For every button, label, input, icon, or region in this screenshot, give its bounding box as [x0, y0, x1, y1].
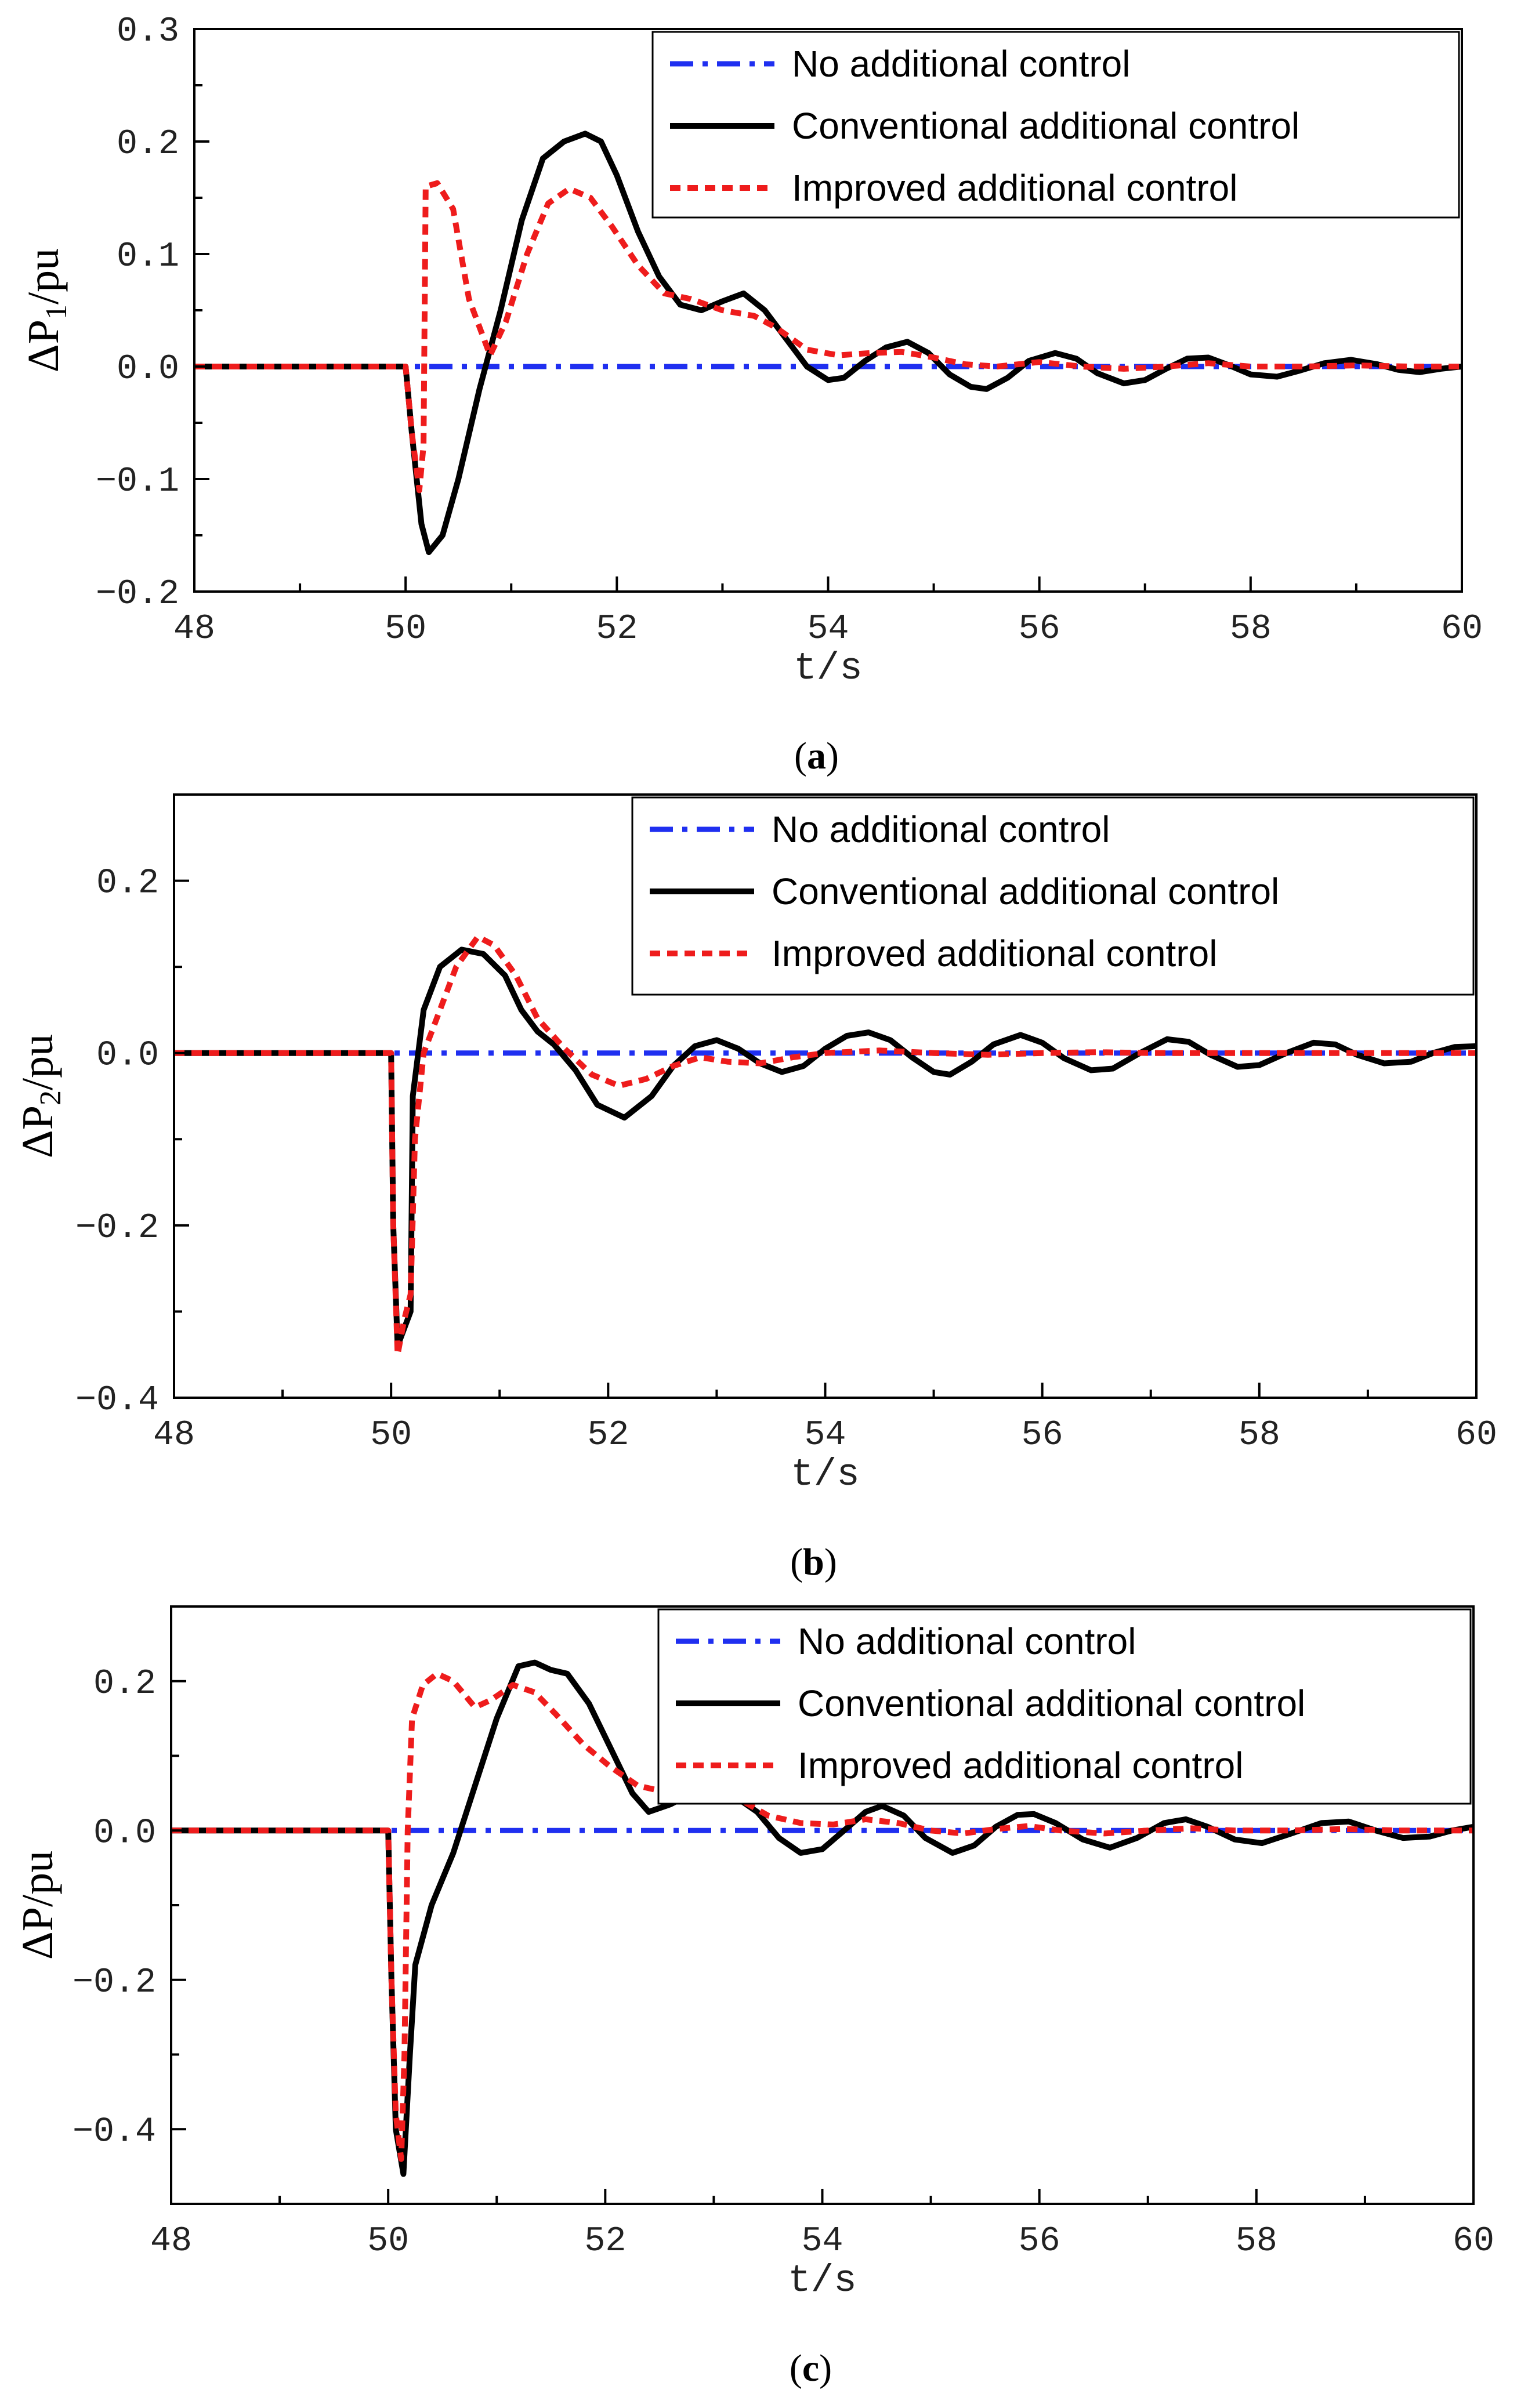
panel-caption: (a) [794, 735, 839, 777]
legend: No additional control Conventional additi… [657, 1608, 1472, 1805]
caption-open: ( [790, 2347, 802, 2389]
y-tick-label: 0.2 [117, 125, 179, 164]
x-tick-label: 56 [1022, 1416, 1063, 1455]
legend-box [657, 1608, 1472, 1805]
y-tick-label: −0.4 [73, 2112, 156, 2152]
y-tick-label: 0.0 [117, 350, 179, 389]
legend-box [651, 31, 1460, 219]
series-line-conventional-additional-control [194, 130, 1462, 556]
y-axis-title-unit: /pu [19, 248, 68, 304]
legend-entry-label: No additional control [798, 1620, 1136, 1662]
x-tick-label: 52 [587, 1416, 629, 1455]
legend-entry-label: Improved additional control [798, 1745, 1243, 1786]
x-axis-title: t/s [794, 647, 863, 690]
caption-close: ) [824, 1541, 837, 1583]
legend: No additional control Conventional additi… [651, 31, 1460, 219]
panel-caption: (c) [790, 2347, 832, 2389]
legend-entry-label: Conventional additional control [792, 105, 1299, 147]
y-tick-label: 0.3 [117, 12, 179, 52]
y-tick-label: −0.4 [75, 1381, 159, 1420]
y-tick-label: 0.2 [96, 864, 159, 904]
y-tick-label: −0.1 [96, 462, 179, 502]
caption-close: ) [826, 735, 839, 777]
x-tick-label: 60 [1441, 610, 1483, 649]
x-tick-label: 50 [370, 1416, 412, 1455]
legend-box [631, 796, 1475, 996]
y-axis-title-unit: /pu [13, 1034, 62, 1090]
x-tick-label: 54 [804, 1416, 846, 1455]
x-tick-label: 58 [1236, 2222, 1277, 2261]
series-line-improved-additional-control [194, 180, 1462, 494]
y-axis-title-base: ΔP [13, 1105, 62, 1158]
x-tick-label: 56 [1019, 610, 1060, 649]
x-tick-label: 48 [153, 1416, 195, 1455]
x-tick-label: 52 [584, 2222, 626, 2261]
panel-caption: (b) [790, 1541, 837, 1583]
y-axis-title: ΔP2/pu [13, 1034, 67, 1158]
legend-entry-label: Improved additional control [792, 167, 1237, 209]
caption-close: ) [819, 2347, 832, 2389]
x-tick-label: 48 [173, 610, 215, 649]
x-tick-label: 48 [150, 2222, 192, 2261]
series-line-conventional-additional-control [174, 946, 1476, 1349]
x-tick-label: 50 [367, 2222, 409, 2261]
y-tick-label: 0.0 [96, 1036, 159, 1076]
x-tick-label: 54 [807, 610, 849, 649]
legend-entry-label: No additional control [772, 808, 1110, 850]
legend-entry-label: No additional control [792, 43, 1130, 85]
series-group [174, 934, 1476, 1358]
y-tick-label: 0.2 [93, 1664, 156, 1704]
series-group [194, 130, 1462, 556]
y-axis-title-unit: /pu [13, 1851, 62, 1907]
chart-panel-b: 48 50 52 54 56 58 60 −0.4 −0.2 0.0 0.2 t/s ΔP2/pu No … [13, 793, 1497, 1583]
x-tick-label: 52 [596, 610, 638, 649]
x-tick-label: 56 [1019, 2222, 1060, 2261]
caption-letter: c [802, 2347, 819, 2389]
x-tick-label: 58 [1230, 610, 1272, 649]
y-axis-title: ΔP1/pu [19, 248, 73, 372]
x-tick-label: 50 [385, 610, 426, 649]
caption-open: ( [794, 735, 807, 777]
x-tick-label: 58 [1239, 1416, 1280, 1455]
legend-entry-label: Conventional additional control [798, 1682, 1305, 1724]
x-tick-label: 60 [1455, 1416, 1497, 1455]
x-tick-label: 54 [801, 2222, 843, 2261]
y-axis-title-subscript: 2 [34, 1090, 67, 1105]
series-line-improved-additional-control [174, 934, 1476, 1358]
caption-letter: b [803, 1541, 824, 1583]
y-axis-title-base: ΔP [13, 1907, 62, 1960]
x-axis-title: t/s [791, 1453, 860, 1496]
legend-entry-label: Conventional additional control [772, 871, 1279, 912]
x-axis-title: t/s [788, 2259, 857, 2302]
y-tick-label: −0.2 [75, 1209, 159, 1248]
x-tick-label: 60 [1453, 2222, 1494, 2261]
legend-entry-label: Improved additional control [772, 933, 1217, 974]
y-axis-title: ΔP/pu [13, 1851, 62, 1960]
chart-panel-c: 48 50 52 54 56 58 60 −0.4 −0.2 0.0 0.2 t/s ΔP/pu No a… [13, 1605, 1494, 2389]
legend: No additional control Conventional additi… [631, 796, 1475, 996]
y-tick-label: −0.2 [96, 575, 179, 614]
y-tick-label: 0.1 [117, 237, 179, 277]
caption-open: ( [790, 1541, 803, 1583]
chart-panel-a: 48 50 52 54 56 58 60 −0.2 −0.1 0.0 0.1 0.2 0.3 t/s ΔP1… [19, 12, 1483, 777]
y-tick-label: 0.0 [93, 1814, 156, 1853]
y-axis-title-subscript: 1 [40, 304, 73, 320]
y-axis-title-base: ΔP [19, 320, 68, 372]
caption-letter: a [807, 735, 826, 777]
series-line-conventional-additional-control [171, 1659, 1473, 2177]
y-tick-label: −0.2 [73, 1963, 156, 2003]
